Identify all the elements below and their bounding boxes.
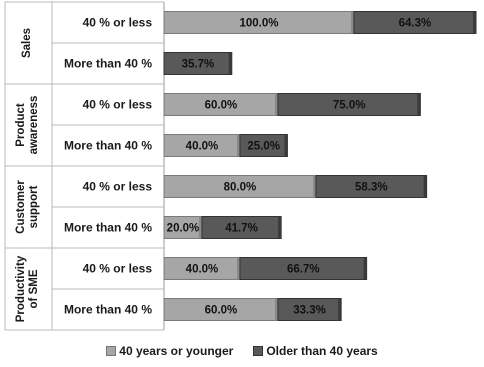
category-tick-label: 40 % or less bbox=[83, 180, 153, 194]
bar-edge-series-1 bbox=[236, 257, 240, 280]
legend-label-series-2: Older than 40 years bbox=[266, 344, 378, 358]
data-label-series-1: 20.0% bbox=[167, 223, 200, 235]
bar-edge-series-2 bbox=[284, 134, 288, 157]
data-label-series-1: 100.0% bbox=[239, 18, 278, 30]
bar-edge-series-2 bbox=[278, 216, 282, 239]
data-label-series-2: 41.7% bbox=[225, 223, 258, 235]
data-label-series-2: 75.0% bbox=[333, 100, 366, 112]
category-tick-label: More than 40 % bbox=[64, 221, 152, 235]
data-label-series-1: 60.0% bbox=[205, 100, 238, 112]
bar-edge-series-2 bbox=[423, 175, 427, 198]
category-tick-label: More than 40 % bbox=[64, 57, 152, 71]
bar-edge-series-2 bbox=[417, 93, 421, 116]
group-label-4: Productivityof SME bbox=[15, 255, 40, 322]
data-label-series-2: 25.0% bbox=[247, 141, 280, 153]
data-label-series-2: 35.7% bbox=[182, 59, 215, 71]
data-label-series-1: 40.0% bbox=[186, 264, 219, 276]
chart-legend: 40 years or younger Older than 40 years bbox=[0, 344, 484, 358]
group-label-line: Productivity bbox=[15, 255, 27, 322]
data-label-series-2: 33.3% bbox=[293, 305, 326, 317]
data-label-series-1: 40.0% bbox=[186, 141, 219, 153]
data-label-series-1: 60.0% bbox=[205, 305, 238, 317]
data-label-series-2: 66.7% bbox=[287, 264, 320, 276]
legend-item-series-1: 40 years or younger bbox=[106, 344, 233, 358]
category-tick-label: 40 % or less bbox=[83, 98, 153, 112]
bar-edge-series-2 bbox=[228, 52, 232, 75]
group-label-line: Customer bbox=[15, 180, 27, 234]
bar-edge-series-1 bbox=[236, 134, 240, 157]
category-tick-label: 40 % or less bbox=[83, 16, 153, 30]
category-tick-label: More than 40 % bbox=[64, 139, 152, 153]
legend-swatch-series-2 bbox=[253, 346, 264, 356]
category-tick-label: 40 % or less bbox=[83, 262, 153, 276]
legend-label-series-1: 40 years or younger bbox=[119, 344, 234, 358]
group-label-line: of SME bbox=[28, 269, 40, 308]
legend-item-series-2: Older than 40 years bbox=[253, 344, 378, 358]
bar-edge-series-2 bbox=[473, 11, 476, 34]
data-label-series-1: 80.0% bbox=[224, 182, 257, 194]
group-label-line: Sales bbox=[21, 28, 33, 58]
group-label-3: Customersupport bbox=[15, 180, 40, 234]
group-label-line: awareness bbox=[28, 96, 40, 155]
group-label-1: Sales bbox=[21, 28, 33, 58]
bar-edge-series-1 bbox=[198, 216, 202, 239]
legend-swatch-series-1 bbox=[106, 346, 117, 356]
bar-edge-series-1 bbox=[350, 11, 354, 34]
bar-edge-series-1 bbox=[274, 93, 278, 116]
data-label-series-2: 64.3% bbox=[399, 18, 432, 30]
group-label-line: support bbox=[28, 185, 40, 228]
category-tick-label: More than 40 % bbox=[64, 303, 152, 317]
data-label-series-2: 58.3% bbox=[355, 182, 388, 194]
bar-series-2 bbox=[315, 175, 428, 198]
bar-edge-series-2 bbox=[338, 298, 342, 321]
group-label-line: Product bbox=[15, 103, 27, 147]
bar-edge-series-1 bbox=[274, 298, 278, 321]
group-label-2: Productawareness bbox=[15, 96, 40, 155]
bar-edge-series-1 bbox=[312, 175, 316, 198]
bar-edge-series-2 bbox=[363, 257, 367, 280]
